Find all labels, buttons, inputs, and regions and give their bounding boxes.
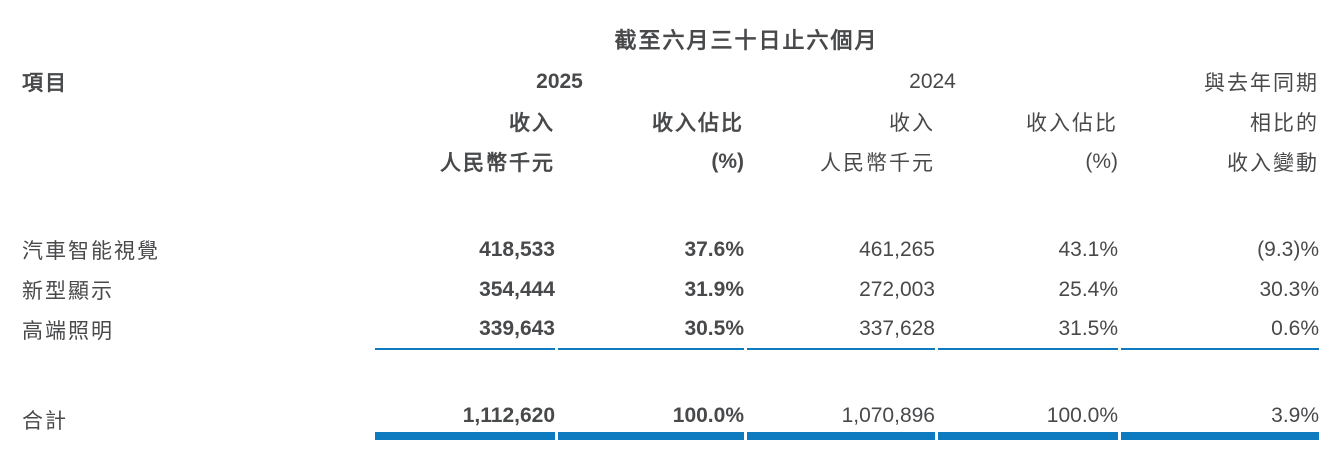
share-2025-cell: 31.9% [684,278,744,301]
row-label: 新型顯示 [22,280,114,303]
total-share-2025-cell: 100.0% [558,400,744,440]
column-group-2025: 2025 [536,70,583,93]
column-header-share-unit-2024: (%) [1085,150,1119,173]
total-label: 合計 [22,410,68,433]
change-cell: 0.6% [1121,310,1320,350]
spacer-row [22,182,1319,230]
total-revenue-2025-cell: 1,112,620 [375,400,555,440]
column-header-share-2025: 收入佔比 [652,112,744,135]
column-header-item: 項目 [22,72,68,95]
header-row-sub1: 收入 收入佔比 收入 收入佔比 相比的 [22,102,1319,142]
share-2025-cell: 37.6% [684,238,744,261]
period-title: 截至六月三十日止六個月 [614,28,879,53]
header-row-years: 項目 2025 2024 與去年同期 [22,62,1319,102]
revenue-2024-cell: 272,003 [859,278,935,301]
total-share-2024-cell: 100.0% [938,400,1119,440]
row-label: 高端照明 [22,320,114,343]
revenue-2024-cell: 337,628 [747,310,935,350]
column-header-share-unit-2025: (%) [711,150,744,173]
column-header-change-line3: 收入變動 [1227,152,1320,175]
revenue-2025-cell: 354,444 [479,278,555,301]
share-2024-cell: 25.4% [1058,278,1119,301]
table-row-highend-lighting: 高端照明 339,643 30.5% 337,628 31.5% 0.6% [22,310,1320,350]
row-label: 汽車智能視覺 [22,240,160,263]
table-row-total: 合計 1,112,620 100.0% 1,070,896 100.0% 3.9… [22,400,1320,440]
share-2025-cell: 30.5% [558,310,744,350]
column-header-change-line2: 相比的 [1250,112,1320,135]
period-title-row: 截至六月三十日止六個月 [22,0,1319,62]
header-row-sub2: 人民幣千元 (%) 人民幣千元 (%) 收入變動 [22,142,1319,182]
table-row-new-display: 新型顯示 354,444 31.9% 272,003 25.4% 30.3% [22,270,1319,310]
column-header-revenue-2024: 收入 [889,112,935,135]
change-cell: (9.3)% [1257,238,1320,261]
change-cell: 30.3% [1259,278,1320,301]
column-group-2024: 2024 [909,70,956,93]
column-header-change-line1: 與去年同期 [1204,72,1320,95]
share-2024-cell: 43.1% [1058,238,1119,261]
share-2024-cell: 31.5% [938,310,1119,350]
revenue-2024-cell: 461,265 [859,238,935,261]
column-header-revenue-unit-2024: 人民幣千元 [820,152,935,175]
total-revenue-2024-cell: 1,070,896 [747,400,935,440]
spacer-row [22,350,1319,400]
total-change-cell: 3.9% [1121,400,1320,440]
table-row-automotive-vision: 汽車智能視覺 418,533 37.6% 461,265 43.1% (9.3)… [22,230,1319,270]
column-header-share-2024: 收入佔比 [1026,112,1119,135]
column-header-revenue-unit-2025: 人民幣千元 [440,152,555,175]
revenue-2025-cell: 418,533 [479,238,555,261]
revenue-breakdown-table: 截至六月三十日止六個月 項目 2025 2024 與去年同期 收入 收入佔比 收… [19,0,1322,440]
revenue-2025-cell: 339,643 [375,310,555,350]
column-header-revenue-2025: 收入 [509,112,555,135]
